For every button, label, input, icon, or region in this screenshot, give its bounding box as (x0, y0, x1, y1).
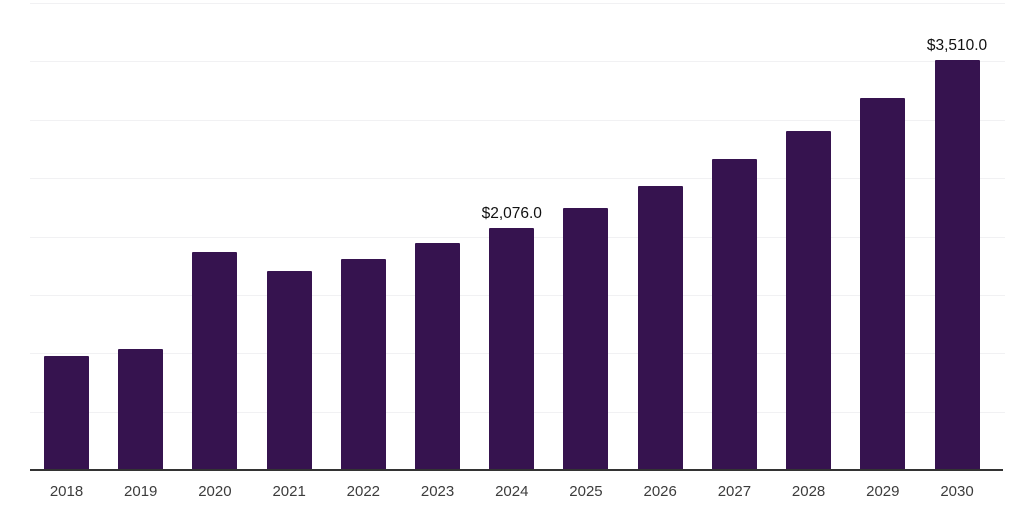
x-tick-label: 2025 (569, 483, 603, 500)
x-tick-label: 2028 (791, 483, 826, 500)
bar-2021 (266, 270, 312, 470)
bar-2018 (44, 356, 89, 470)
x-tick-label: 2022 (346, 483, 381, 500)
gridline (30, 3, 1005, 4)
bar-2029 (860, 98, 906, 470)
x-tick-label: 2029 (866, 483, 900, 500)
bar-2023 (415, 242, 461, 470)
bar-value-label: $2,076.0 (481, 204, 542, 222)
bar-2028 (786, 130, 832, 470)
bar-2025 (563, 207, 609, 470)
bar-value-label: $3,510.0 (926, 37, 988, 55)
x-tick-label: 2019 (124, 483, 158, 500)
gridline (30, 119, 1005, 121)
x-tick-label: 2020 (198, 483, 232, 500)
x-tick-label: 2023 (420, 483, 455, 500)
x-tick-label: 2024 (495, 483, 529, 500)
x-tick-label: 2026 (643, 483, 677, 500)
bar-2024 (489, 227, 535, 470)
bar-2020 (192, 252, 238, 470)
x-axis-line (30, 469, 1003, 471)
bar-2019 (118, 349, 164, 470)
bar-2026 (637, 186, 683, 470)
gridline (30, 61, 1005, 63)
x-tick-label: 2021 (272, 483, 306, 500)
x-tick-label: 2018 (49, 483, 84, 500)
bar-2027 (711, 158, 757, 470)
x-tick-label: 2030 (940, 483, 974, 500)
plot-area: $2,076.0 $3,510.0 (30, 3, 1005, 470)
bar-2022 (340, 259, 386, 470)
x-tick-label: 2027 (717, 483, 752, 500)
bar-2030 (934, 60, 980, 470)
gridline (30, 178, 1005, 180)
